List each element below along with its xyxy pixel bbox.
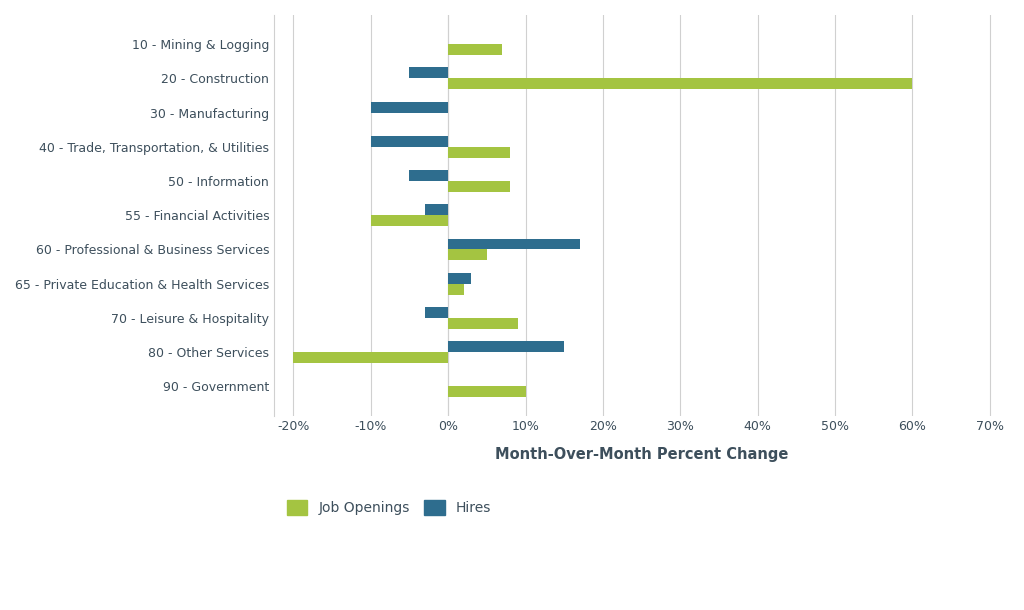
Bar [449,78,912,89]
Bar [449,341,564,352]
Bar [449,273,471,284]
Bar [449,284,464,295]
Bar [449,318,518,329]
X-axis label: Month-Over-Month Percent Change: Month-Over-Month Percent Change [495,447,788,462]
Bar [449,181,510,192]
Bar [371,102,449,113]
Bar [371,136,449,147]
Bar [371,215,449,226]
Bar [449,44,503,55]
Bar [410,68,449,78]
Bar [449,147,510,158]
Bar [425,204,449,215]
Bar [294,352,449,363]
Bar [410,170,449,181]
Bar [449,249,486,260]
Bar [449,239,580,249]
Bar [449,386,525,397]
Legend: Job Openings, Hires: Job Openings, Hires [281,495,497,521]
Bar [425,307,449,318]
